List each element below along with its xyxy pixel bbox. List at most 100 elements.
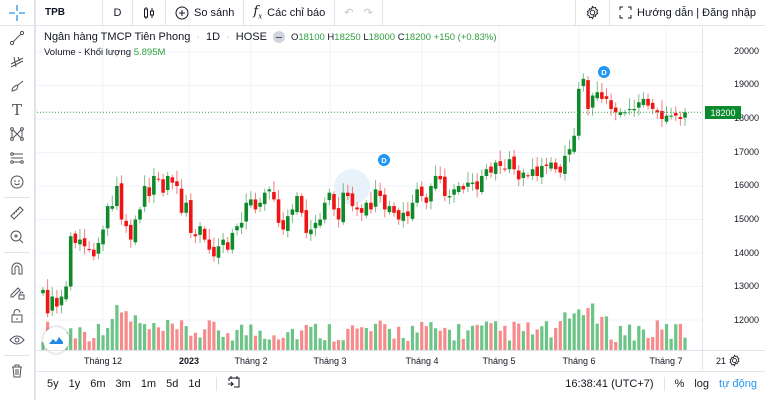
price-tick: 20000	[733, 46, 759, 56]
range-6m-button[interactable]: 6m	[90, 377, 106, 390]
divider	[663, 376, 665, 391]
range-3m-button[interactable]: 3m	[115, 377, 131, 390]
time-tick: 2023	[178, 356, 200, 366]
pencil-lock-icon	[10, 287, 25, 300]
trend-line-tool[interactable]	[0, 26, 35, 50]
pitchfork-tool[interactable]	[0, 50, 35, 74]
pattern-icon	[10, 127, 24, 141]
eye-icon	[9, 335, 25, 345]
pattern-tool[interactable]	[0, 122, 35, 146]
settings-button[interactable]	[575, 0, 611, 26]
gear-icon	[728, 354, 740, 367]
text-icon: T	[11, 101, 22, 119]
unlock-icon	[11, 309, 23, 323]
logo-button[interactable]	[43, 327, 69, 353]
hide-drawings-tool[interactable]	[0, 328, 35, 352]
zoom-in-tool[interactable]	[0, 225, 35, 249]
measure-lines-icon	[10, 152, 24, 164]
range-buttons: 5y 1y 6m 3m 1m 5d 1d	[37, 378, 206, 390]
price-tick: 15000	[733, 214, 759, 224]
chart-settings-button[interactable]	[702, 350, 765, 370]
plus-circle-icon	[175, 6, 189, 19]
close-value: 18200	[404, 31, 431, 43]
lock-drawings-tool[interactable]	[0, 280, 35, 304]
fullscreen-login-group[interactable]: Hướng dẫn | Đăng nhập	[610, 0, 765, 26]
volume-label: Volume - Khối lượng	[44, 47, 132, 58]
text-tool[interactable]: T	[0, 98, 35, 122]
trash-icon	[12, 364, 22, 378]
compare-button[interactable]: So sánh	[166, 0, 245, 26]
low-label: L	[363, 31, 369, 43]
undo-redo-group: ↶ ↷	[335, 0, 383, 26]
toolbar-divider	[4, 197, 30, 198]
time-tick: Tháng 5	[482, 356, 516, 366]
high-label: H	[327, 31, 335, 43]
time-tick: Tháng 6	[562, 356, 596, 366]
legend-interval: 1D	[206, 31, 221, 43]
close-label: C	[397, 31, 405, 43]
undo-icon[interactable]: ↶	[344, 7, 354, 19]
compare-label: So sánh	[194, 6, 235, 19]
current-price-tag: 18200	[705, 106, 741, 119]
guide-login-link[interactable]: Hướng dẫn | Đăng nhập	[637, 6, 756, 19]
candlestick-chart[interactable]: DD	[37, 27, 702, 350]
fullscreen-icon[interactable]	[619, 6, 632, 19]
range-1m-button[interactable]: 1m	[140, 377, 157, 390]
crosshair-tool-button[interactable]	[0, 0, 36, 26]
price-axis[interactable]: 20000 19000 18000 17000 16000 15000 1400…	[702, 27, 765, 350]
magnet-tool[interactable]	[0, 256, 35, 280]
lock-all-tool[interactable]	[0, 304, 35, 328]
minus-icon	[275, 36, 282, 38]
emoji-tool[interactable]	[0, 170, 35, 194]
symbol-legend: Ngân hàng TMCP Tiên Phong · 1D · HOSE O1…	[44, 31, 497, 43]
open-label: O	[290, 31, 299, 43]
high-value: 18250	[334, 31, 361, 43]
gear-icon	[586, 5, 599, 20]
change-value: +150 (+0.83%)	[433, 31, 497, 43]
redo-icon[interactable]: ↷	[363, 7, 373, 19]
magnet-icon	[11, 262, 23, 275]
interval-label: D	[113, 6, 122, 19]
candles-icon	[144, 6, 154, 19]
time-tick: Tháng 2	[234, 356, 268, 366]
brush-icon	[11, 80, 24, 92]
indicators-button[interactable]: fx Các chỉ báo	[244, 0, 336, 26]
log-scale-button[interactable]: log	[694, 377, 710, 390]
svg-text:D: D	[381, 156, 387, 165]
calendar-goto-icon	[227, 376, 240, 388]
symbol-label: TPB	[45, 7, 65, 18]
goto-date-button[interactable]	[227, 375, 241, 392]
percent-scale-button[interactable]: %	[674, 377, 685, 390]
svg-text:D: D	[601, 68, 607, 77]
interval-button[interactable]: D	[103, 0, 133, 26]
price-tick: 13000	[733, 281, 759, 291]
range-5y-button[interactable]: 5y	[47, 377, 59, 390]
time-axis[interactable]: Tháng 12 2023 Tháng 2 Tháng 3 Tháng 4 Th…	[37, 350, 726, 370]
remove-drawings-tool[interactable]	[0, 359, 35, 383]
volume-legend: Volume - Khối lượng 5.895M	[44, 47, 165, 58]
price-tick: 18000	[733, 113, 759, 123]
time-tick: Tháng 3	[313, 356, 347, 366]
top-toolbar: TPB D So sánh fx Các chỉ báo ↶ ↷	[0, 0, 765, 26]
chart-type-button[interactable]	[133, 0, 166, 26]
range-1d-button[interactable]: 1d	[188, 377, 201, 390]
collapse-legend-button[interactable]	[272, 31, 285, 43]
range-5d-button[interactable]: 5d	[166, 377, 179, 390]
time-tick: Tháng 12	[83, 356, 123, 366]
time-tick: 21	[715, 356, 727, 366]
price-tick: 14000	[733, 248, 759, 258]
prediction-tool[interactable]	[0, 146, 35, 170]
ruler-tool[interactable]	[0, 201, 35, 225]
brush-tool[interactable]	[0, 74, 35, 98]
price-tick: 16000	[733, 180, 759, 190]
pitchfork-icon	[10, 56, 24, 68]
price-tick: 19000	[733, 79, 759, 89]
smiley-icon	[10, 175, 24, 189]
range-1y-button[interactable]: 1y	[68, 377, 81, 390]
symbol-search-button[interactable]: TPB	[36, 0, 103, 26]
company-name: Ngân hàng TMCP Tiên Phong	[44, 31, 191, 43]
auto-scale-button[interactable]: tự động	[719, 377, 757, 390]
time-tick: Tháng 4	[405, 356, 439, 366]
